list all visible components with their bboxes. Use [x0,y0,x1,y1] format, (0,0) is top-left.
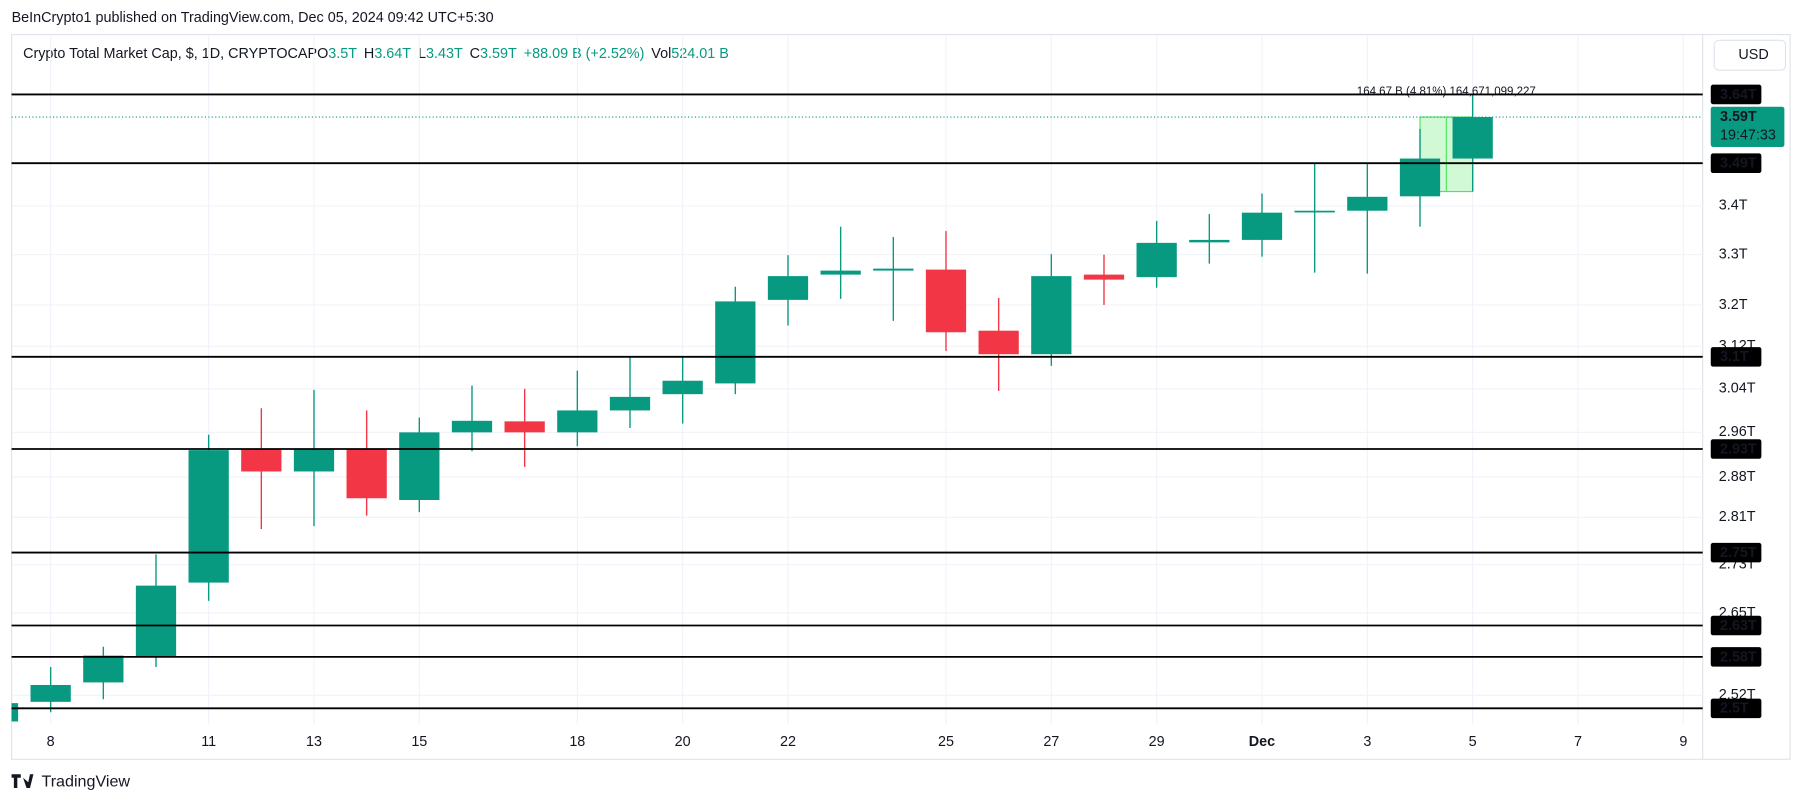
candle-body [346,449,387,499]
x-tick-label: Dec [1249,734,1275,750]
candle-body [1189,239,1230,243]
countdown: 19:47:33 [1720,127,1776,143]
x-tick-label: 11 [201,734,216,750]
y-tick-label: 3.2T [1719,297,1748,313]
last-price-label: 3.59T [1720,109,1757,125]
level-label: 2.63T [1720,618,1757,634]
legend-key: L [418,46,426,62]
y-tick-label: 3.4T [1719,198,1748,214]
y-tick-label: 2.81T [1719,509,1756,525]
candle-body [1399,158,1441,197]
level-label: 3.64T [1720,87,1757,103]
level-tag [1710,84,1762,105]
level-tag [1710,347,1762,367]
legend-value: 3.64T [374,46,411,62]
chart-title: Crypto Total Market Cap, $, 1D, CRYPTOCA… [23,46,317,62]
candle-body [767,276,809,300]
x-tick-label: 15 [411,734,427,750]
legend-key: O [317,46,328,62]
level-tag [1710,439,1762,459]
currency-label: USD [1738,47,1768,63]
candle-body [83,655,124,683]
candle-body [978,330,1019,355]
candle-body [11,703,19,722]
footer-brand: TradingView [41,773,130,791]
x-tick-label: 7 [1574,734,1582,750]
last-price-tag [1710,106,1785,147]
y-tick-label: 3.04T [1719,381,1756,397]
candle-body [925,269,967,333]
level-label: 3.49T [1720,156,1757,172]
legend-vol-value: 524.01 B [671,46,729,62]
candle-body [873,268,914,271]
level-tag [1710,615,1762,636]
chart-legend: Crypto Total Market Cap, $, 1D, CRYPTOCA… [23,46,729,62]
candle-body [241,449,282,472]
level-label: 2.5T [1720,701,1749,717]
level-tag [1710,542,1762,563]
candle-body [1241,212,1283,240]
x-tick-label: 8 [47,734,55,750]
publisher: BeInCrypto1 published on TradingView.com… [12,10,494,26]
legend-value: 3.59T [480,46,517,62]
legend-value: 3.43T [426,46,463,62]
legend-vol-key: Vol [651,46,671,62]
x-tick-label: 22 [780,734,796,750]
candle-body [135,585,177,657]
candle-body [293,449,335,472]
candle-body [504,421,545,433]
x-tick-label: 20 [675,734,691,750]
frame [10,33,1791,760]
x-tick-label: 3 [1363,734,1371,750]
legend-value: 3.5T [328,46,357,62]
candle-body [451,420,493,433]
currency-button[interactable] [1713,39,1787,71]
candle-body [30,684,71,702]
level-tag [1710,153,1762,173]
candle-body [1347,196,1388,211]
measure-label: 164.67 B (4.81%) 164,671,099,227 [1357,86,1536,98]
candle-body [662,380,703,395]
candle-body [1452,117,1493,159]
y-tick-label: 3.3T [1719,246,1748,262]
candle-body [1031,276,1072,355]
x-tick-label: 5 [1469,734,1477,750]
candle-body [1136,242,1177,278]
candle-body [715,301,756,384]
x-tick-label: 29 [1149,734,1165,750]
legend-key: C [470,46,480,62]
candle-body [188,450,229,583]
candle-body [820,270,861,275]
x-tick-label: 13 [306,734,322,750]
legend-change: +88.09 B (+2.52%) [524,46,645,62]
candle-body [1294,210,1335,213]
x-tick-label: 9 [1679,734,1687,750]
candle-body [557,410,598,433]
candle-body [1083,274,1125,280]
level-label: 3.1T [1720,349,1749,365]
x-tick-label: 25 [938,734,954,750]
level-label: 2.58T [1720,649,1757,665]
level-tag [1710,647,1762,667]
legend-key: H [364,46,374,62]
footer-logo [11,774,34,789]
x-tick-label: 27 [1043,734,1059,750]
level-label: 2.75T [1720,545,1757,561]
x-tick-label: 18 [569,734,585,750]
y-tick-label: 2.96T [1719,424,1756,440]
y-tick-label: 2.88T [1719,469,1756,485]
level-label: 2.93T [1720,441,1757,457]
level-tag [1710,698,1762,719]
candle-body [399,432,440,500]
candle-body [609,396,651,411]
